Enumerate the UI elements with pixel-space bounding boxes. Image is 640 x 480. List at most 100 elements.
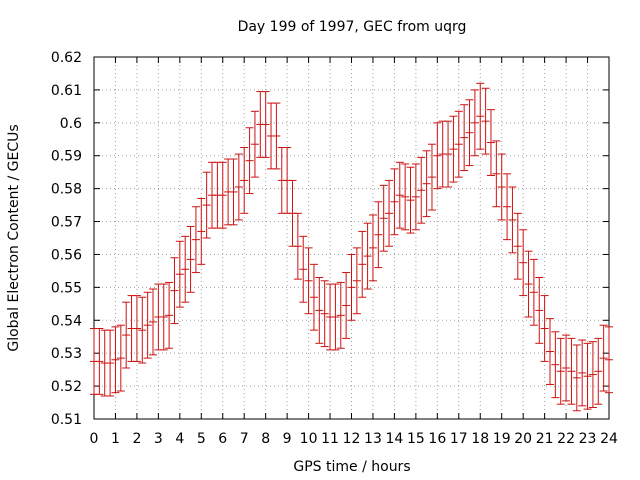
- error-bar: [497, 153, 506, 221]
- x-tick-label: 6: [218, 431, 227, 447]
- x-tick-label: 2: [132, 431, 141, 447]
- error-bar: [132, 295, 141, 362]
- y-tick-label: 0.62: [51, 50, 82, 66]
- error-bar: [309, 263, 318, 331]
- error-bar: [486, 109, 495, 176]
- error-bar: [465, 99, 474, 167]
- x-tick-label: 9: [283, 431, 292, 447]
- x-tick-label: 0: [90, 431, 99, 447]
- error-bar: [470, 89, 479, 157]
- error-bar: [202, 171, 211, 239]
- error-bar: [449, 115, 458, 183]
- error-bar: [165, 281, 174, 349]
- y-tick-label: 0.55: [51, 280, 82, 296]
- error-bar: [476, 82, 485, 150]
- error-bar: [540, 295, 549, 362]
- error-bar: [572, 344, 581, 412]
- x-tick-label: 8: [261, 431, 270, 447]
- ticks: 0 1 2 3 4 5 6 7 8 9 10 11 12 13 14 15 16 17 18 19 20 21 22 23 24…: [51, 50, 618, 447]
- x-tick-label: 7: [240, 431, 249, 447]
- error-bar: [454, 110, 463, 178]
- error-bar: [481, 87, 490, 155]
- y-tick-label: 0.58: [51, 182, 82, 198]
- error-bar: [175, 240, 184, 308]
- y-tick-label: 0.51: [51, 412, 82, 428]
- x-tick-label: 23: [579, 431, 597, 447]
- error-bar: [395, 161, 404, 229]
- x-tick-label: 18: [471, 431, 489, 447]
- error-bar: [181, 235, 190, 303]
- error-bar: [342, 272, 351, 339]
- error-bar: [111, 326, 120, 394]
- x-tick-label: 22: [557, 431, 575, 447]
- error-bar: [556, 337, 565, 405]
- error-bar: [272, 102, 281, 170]
- error-bar: [170, 257, 179, 325]
- x-tick-label: 4: [175, 431, 184, 447]
- x-tick-label: 15: [407, 431, 425, 447]
- error-bar: [508, 186, 517, 254]
- x-tick-label: 24: [600, 431, 618, 447]
- error-bar: [143, 291, 152, 359]
- error-bar: [422, 150, 431, 218]
- x-tick-label: 3: [154, 431, 163, 447]
- error-bar: [352, 247, 361, 315]
- error-bar: [261, 91, 270, 158]
- y-tick-label: 0.56: [51, 247, 82, 263]
- x-tick-label: 13: [364, 431, 382, 447]
- error-bar: [513, 212, 522, 280]
- x-axis-label: GPS time / hours: [293, 459, 410, 475]
- error-bar: [433, 122, 442, 190]
- error-bar: [250, 110, 259, 178]
- x-tick-label: 14: [386, 431, 404, 447]
- error-bar: [234, 153, 243, 221]
- error-bar: [159, 283, 168, 351]
- error-bar: [358, 230, 367, 298]
- error-bar: [331, 283, 340, 351]
- error-bar: [519, 229, 528, 297]
- chart-title: Day 199 of 1997, GEC from uqrg: [238, 19, 467, 35]
- error-bar: [95, 328, 104, 395]
- error-bar: [594, 337, 603, 405]
- error-bar: [245, 127, 254, 195]
- error-bar: [229, 158, 238, 226]
- error-bar: [605, 326, 613, 394]
- error-bar: [492, 140, 501, 208]
- y-tick-label: 0.6: [60, 116, 82, 132]
- error-bar: [149, 288, 158, 356]
- x-tick-label: 12: [343, 431, 361, 447]
- error-bar: [374, 201, 383, 269]
- error-bar: [315, 276, 324, 344]
- error-bar: [427, 143, 436, 211]
- x-tick-label: 20: [514, 431, 532, 447]
- error-bar: [336, 281, 345, 349]
- error-bar: [583, 342, 592, 410]
- error-bar: [186, 225, 195, 293]
- error-bar: [551, 331, 560, 399]
- y-tick-label: 0.61: [51, 83, 82, 99]
- error-bar: [122, 301, 131, 369]
- grid: [94, 57, 609, 419]
- error-bar: [379, 184, 388, 252]
- y-tick-label: 0.54: [51, 313, 82, 329]
- error-bar: [218, 161, 227, 229]
- x-tick-label: 10: [300, 431, 318, 447]
- x-tick-label: 21: [536, 431, 554, 447]
- error-bar: [138, 296, 147, 364]
- error-bar: [320, 280, 329, 348]
- error-bar: [444, 120, 453, 188]
- error-bar: [240, 147, 249, 214]
- error-bar: [363, 222, 372, 290]
- x-tick-label: 5: [197, 431, 206, 447]
- error-bar: [599, 324, 608, 392]
- x-tick-label: 16: [428, 431, 446, 447]
- x-tick-label: 19: [493, 431, 511, 447]
- y-axis-label: Global Electron Content / GECUs: [6, 124, 22, 351]
- error-bar: [368, 214, 377, 282]
- y-tick-label: 0.59: [51, 149, 82, 165]
- error-bar: [588, 341, 597, 408]
- x-tick-label: 1: [111, 431, 120, 447]
- error-bar: [197, 198, 206, 265]
- y-tick-label: 0.52: [51, 379, 82, 395]
